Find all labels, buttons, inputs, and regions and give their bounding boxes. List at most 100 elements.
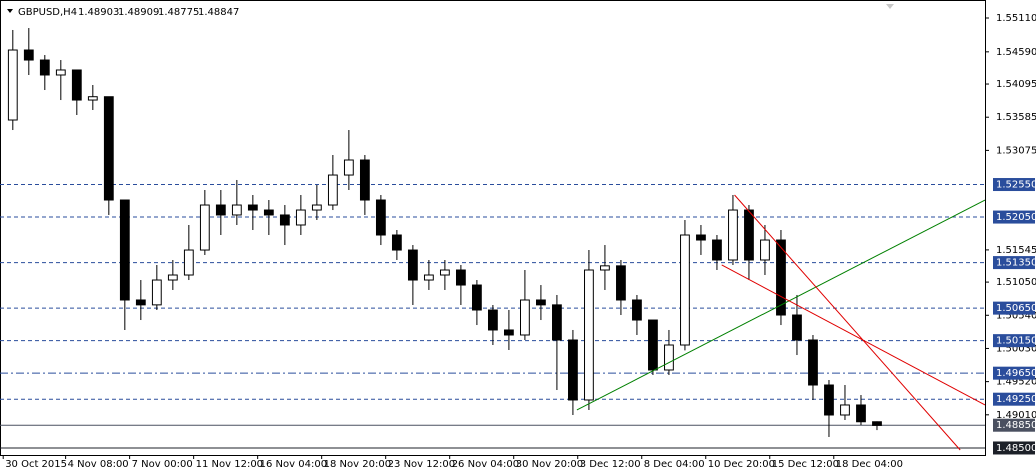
- price-label-box: [993, 178, 1035, 192]
- candle-body: [455, 269, 466, 286]
- x-tick-label: 18 Dec 04:00: [836, 459, 903, 470]
- candle-body: [231, 204, 242, 216]
- candle-body: [103, 96, 114, 201]
- candle-body: [744, 209, 754, 261]
- candle-body: [55, 69, 66, 76]
- y-tick-label: 1.54590: [996, 47, 1036, 58]
- candle-body: [568, 339, 578, 401]
- price-label: 1.52550: [996, 180, 1036, 191]
- candle-body: [680, 234, 690, 346]
- candle-body: [808, 339, 818, 386]
- candle-body: [536, 299, 546, 306]
- price-label: 1.48850: [996, 420, 1036, 431]
- candle-body: [487, 309, 498, 331]
- x-tick-label: 30 Nov 20:00: [516, 459, 583, 470]
- candle-body: [375, 199, 386, 236]
- candle-body: [840, 404, 850, 416]
- y-tick-label: 1.54095: [996, 79, 1036, 90]
- menu-arrow[interactable]: [7, 9, 13, 13]
- candle-body: [183, 249, 194, 276]
- symbol-label: GBPUSD,H4: [18, 7, 77, 18]
- price-label-box: [993, 256, 1035, 270]
- candle-body: [712, 239, 722, 261]
- price-label-box: [993, 366, 1035, 380]
- candle-body: [664, 344, 674, 371]
- candle-body: [552, 304, 562, 341]
- y-tick-label: 1.53585: [996, 112, 1036, 123]
- candle-body: [279, 214, 290, 226]
- candle-body: [215, 204, 226, 216]
- candle-body: [792, 314, 802, 341]
- candle-body: [23, 49, 34, 61]
- price-label: 1.48500: [996, 443, 1036, 454]
- y-tick-label: 1.51050: [996, 277, 1036, 288]
- price-label: 1.49250: [996, 394, 1036, 405]
- candle-body: [151, 279, 162, 306]
- candle-body: [135, 299, 146, 306]
- x-tick-label: 16 Nov 04:00: [260, 459, 327, 470]
- x-tick-label: 10 Dec 20:00: [708, 459, 775, 470]
- candle-body: [872, 421, 882, 426]
- candle-body: [391, 234, 402, 251]
- price-label-box: [993, 441, 1035, 455]
- price-label-box: [993, 301, 1035, 315]
- candle-body: [343, 159, 354, 176]
- price-label: 1.49650: [996, 368, 1036, 379]
- price-label-box: [993, 334, 1035, 348]
- y-tick-label: 1.49520: [996, 377, 1036, 388]
- candle-body: [648, 319, 658, 371]
- x-tick-label: 11 Nov 12:00: [196, 459, 263, 470]
- x-tick-label: 8 Dec 04:00: [644, 459, 705, 470]
- x-tick-label: 18 Nov 20:00: [324, 459, 391, 470]
- open-price: 1.48903: [78, 7, 119, 18]
- candle-body: [327, 174, 338, 206]
- x-tick-label: 30 Oct 2015: [5, 459, 67, 470]
- candle-body: [423, 274, 434, 281]
- y-tick-label: 1.53075: [996, 145, 1036, 156]
- price-label: 1.50150: [996, 336, 1036, 347]
- price-label-box: [993, 210, 1035, 224]
- x-tick-label: 15 Dec 12:00: [772, 459, 839, 470]
- candle-body: [119, 199, 130, 301]
- scroll-marker: [886, 4, 894, 9]
- candle-body: [71, 69, 82, 101]
- candle-body: [584, 269, 594, 401]
- candle-body: [856, 404, 866, 423]
- x-tick-label: 4 Nov 08:00: [68, 459, 129, 470]
- x-tick-label: 23 Nov 12:00: [388, 459, 455, 470]
- candle-body: [359, 159, 370, 201]
- candle-body: [311, 204, 322, 211]
- plot-frame: [0, 0, 986, 456]
- y-tick-label: 1.50540: [996, 310, 1036, 321]
- candle-body: [167, 274, 178, 281]
- candle-body: [471, 284, 482, 311]
- price-label: 1.52050: [996, 212, 1036, 223]
- candle-body: [39, 59, 50, 76]
- trend-line: [576, 199, 985, 411]
- candle-body: [407, 249, 418, 281]
- high-price: 1.48909: [118, 7, 159, 18]
- candle-body: [824, 384, 834, 416]
- candle-body: [760, 239, 770, 261]
- price-label: 1.51350: [996, 258, 1036, 269]
- candle-body: [520, 299, 530, 336]
- x-tick-label: 7 Nov 00:00: [132, 459, 193, 470]
- low-price: 1.48775: [158, 7, 199, 18]
- candle-body: [696, 234, 706, 241]
- candle-body: [247, 204, 258, 211]
- candle-body: [439, 269, 450, 276]
- trend-line: [734, 194, 961, 451]
- candle-body: [776, 239, 786, 316]
- price-label: 1.50650: [996, 303, 1036, 314]
- candle-body: [87, 96, 98, 101]
- candle-body: [295, 209, 306, 226]
- price-label-box: [993, 418, 1035, 432]
- x-tick-label: 3 Dec 12:00: [580, 459, 641, 470]
- candle-body: [7, 49, 18, 121]
- price-label-box: [993, 392, 1035, 406]
- candle-body: [263, 209, 274, 216]
- candle-body: [600, 265, 610, 271]
- candle-body: [616, 265, 626, 301]
